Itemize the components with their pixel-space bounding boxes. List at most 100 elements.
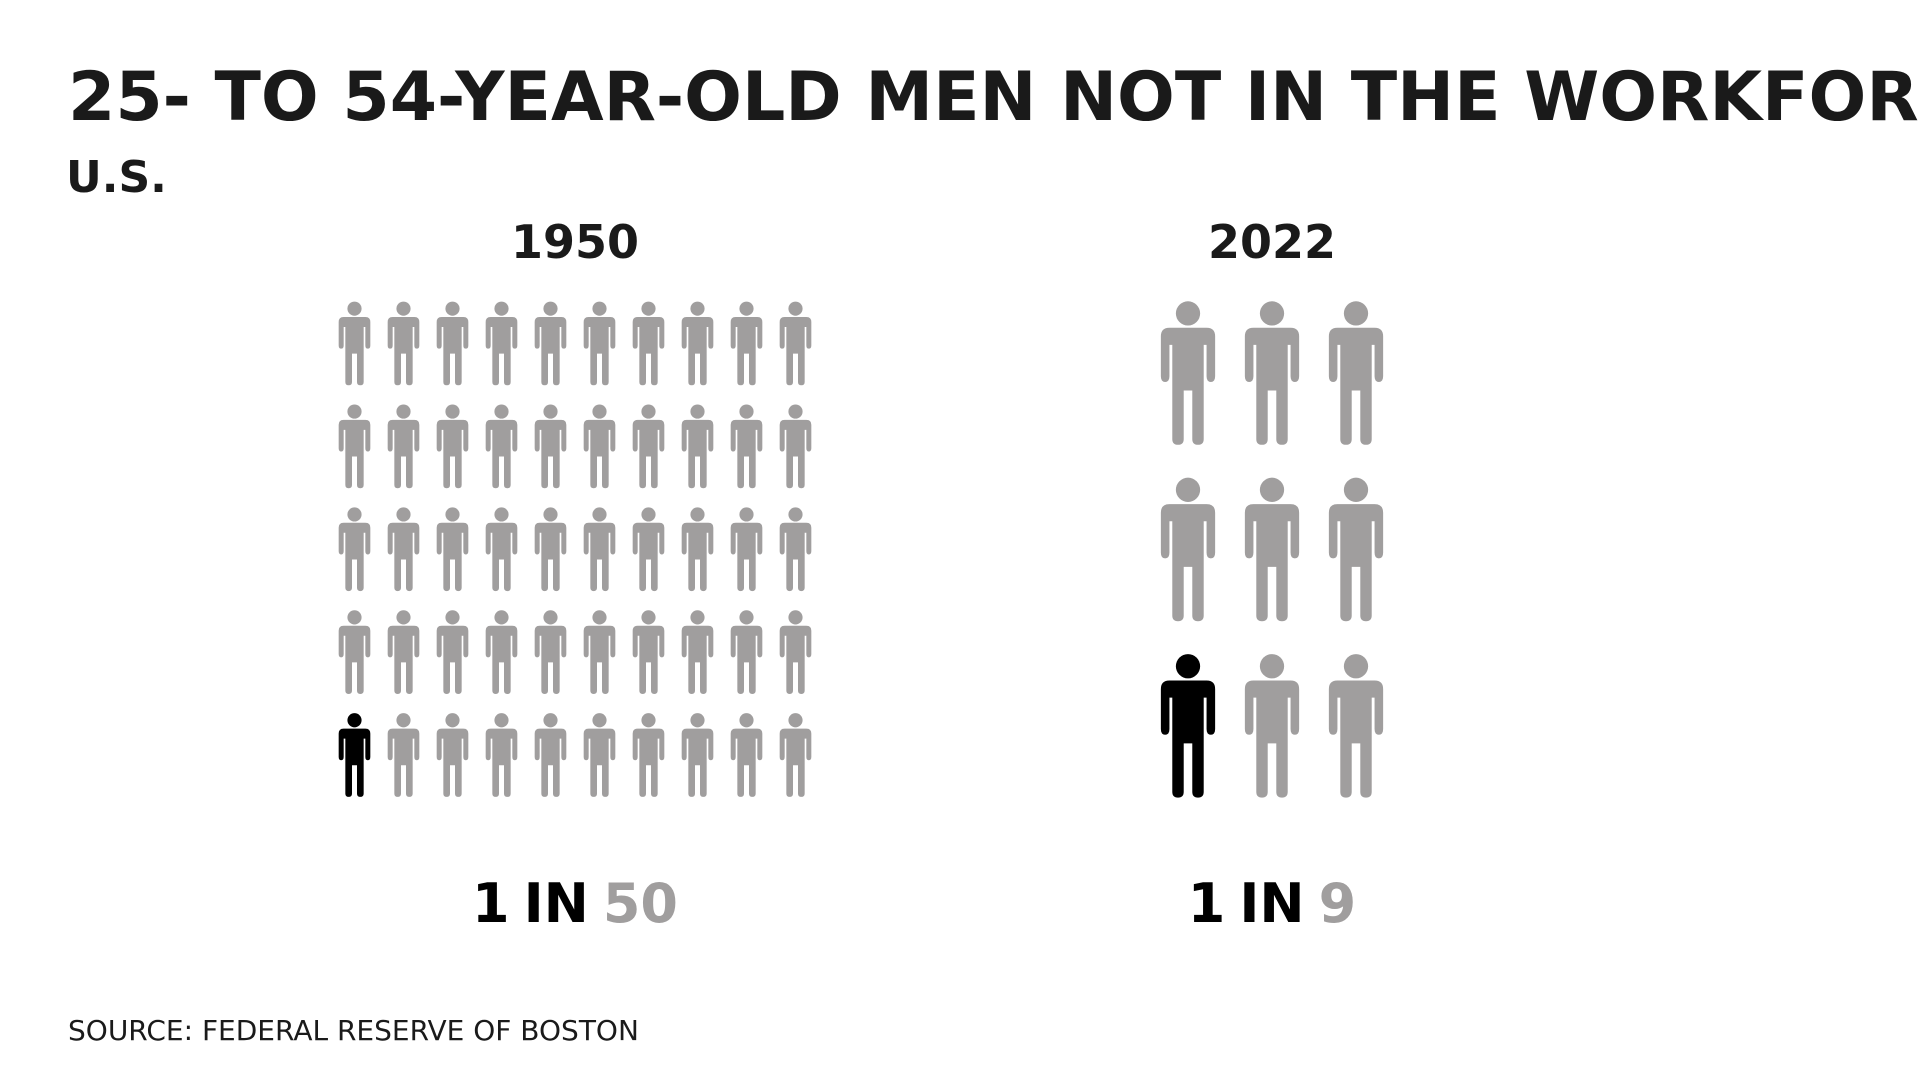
person-icon — [681, 610, 714, 694]
person-icon — [1160, 301, 1216, 445]
person-icon — [534, 713, 567, 797]
icon-body — [534, 728, 567, 797]
panel-title: 2022 — [1208, 215, 1336, 269]
icon-body — [338, 316, 371, 386]
person-icon — [730, 404, 763, 489]
icon-body — [779, 419, 812, 489]
person-icon — [1328, 477, 1384, 622]
person-icon — [583, 713, 616, 797]
icon-head — [445, 404, 460, 419]
icon-body — [632, 316, 665, 386]
icon-body — [338, 419, 371, 489]
person-icon — [436, 404, 469, 489]
icon-head — [494, 301, 509, 316]
person-icon — [338, 713, 371, 797]
icon-head — [1259, 477, 1285, 502]
person-icon — [485, 301, 518, 386]
icon-head — [739, 610, 754, 625]
person-icon — [1160, 654, 1216, 798]
person-icon — [534, 610, 567, 694]
person-icon — [730, 610, 763, 694]
icon-body — [485, 728, 518, 797]
person-icon — [583, 301, 616, 386]
icon-body — [1244, 504, 1300, 622]
ratio-label: 1 IN 50 — [472, 872, 678, 935]
icon-head — [543, 713, 558, 728]
icon-body — [534, 625, 567, 694]
icon-body — [1328, 680, 1384, 798]
icon-head — [592, 610, 607, 625]
icon-body — [681, 522, 714, 592]
icon-body — [338, 625, 371, 694]
icon-head — [788, 610, 803, 625]
ratio-label: 1 IN 9 — [1188, 872, 1356, 935]
person-icon — [632, 404, 665, 489]
source-note: SOURCE: FEDERAL RESERVE OF BOSTON — [68, 1014, 639, 1047]
icon-body — [779, 522, 812, 592]
icon-body — [681, 625, 714, 694]
icon-body — [583, 522, 616, 592]
icon-head — [1259, 654, 1285, 679]
ratio-highlighted: 1 — [1188, 872, 1226, 935]
person-icon — [387, 610, 420, 694]
icon-body — [632, 625, 665, 694]
icon-head — [543, 301, 558, 316]
icon-head — [347, 507, 362, 522]
icon-head — [445, 713, 460, 728]
person-icon — [779, 507, 812, 592]
person-icon — [1244, 301, 1300, 445]
icon-head — [690, 404, 705, 419]
ratio-total: 9 — [1319, 872, 1357, 935]
person-icon — [387, 713, 420, 797]
icon-head — [1175, 654, 1201, 679]
icon-head — [739, 713, 754, 728]
icon-head — [347, 610, 362, 625]
icon-head — [1343, 654, 1369, 679]
icon-body — [436, 316, 469, 386]
person-icon — [1160, 477, 1216, 622]
person-icon — [534, 507, 567, 592]
icon-body — [730, 316, 763, 386]
icon-head — [494, 404, 509, 419]
ratio-connector: IN — [1239, 872, 1304, 935]
icon-body — [485, 419, 518, 489]
icon-head — [396, 610, 411, 625]
person-icon — [1244, 477, 1300, 622]
person-icon — [1328, 301, 1384, 445]
person-icon — [436, 610, 469, 694]
icon-body — [583, 316, 616, 386]
chart-subtitle: U.S. — [66, 152, 167, 203]
icon-head — [592, 713, 607, 728]
icon-body — [1328, 327, 1384, 445]
ratio-total: 50 — [603, 872, 678, 935]
icon-head — [494, 713, 509, 728]
person-icon — [436, 301, 469, 386]
icon-head — [494, 507, 509, 522]
icon-body — [779, 728, 812, 797]
icon-head — [1175, 301, 1201, 326]
person-icon — [387, 404, 420, 489]
icon-head — [445, 507, 460, 522]
icon-body — [534, 522, 567, 592]
icon-head — [592, 507, 607, 522]
icon-body — [387, 316, 420, 386]
person-icon — [1328, 654, 1384, 798]
person-icon — [730, 507, 763, 592]
person-icon — [681, 507, 714, 592]
person-icon — [681, 404, 714, 489]
icon-body — [436, 419, 469, 489]
person-icon — [1244, 654, 1300, 798]
person-icon — [730, 301, 763, 386]
icon-head — [1343, 301, 1369, 326]
icon-head — [445, 610, 460, 625]
icon-body — [387, 522, 420, 592]
chart-title: 25- TO 54-YEAR-OLD MEN NOT IN THE WORKFO… — [68, 58, 1920, 137]
icon-body — [730, 419, 763, 489]
icon-body — [534, 419, 567, 489]
icon-body — [1160, 680, 1216, 798]
ratio-connector: IN — [524, 872, 589, 935]
icon-head — [494, 610, 509, 625]
icon-head — [641, 507, 656, 522]
person-icon — [387, 301, 420, 386]
icon-head — [788, 507, 803, 522]
